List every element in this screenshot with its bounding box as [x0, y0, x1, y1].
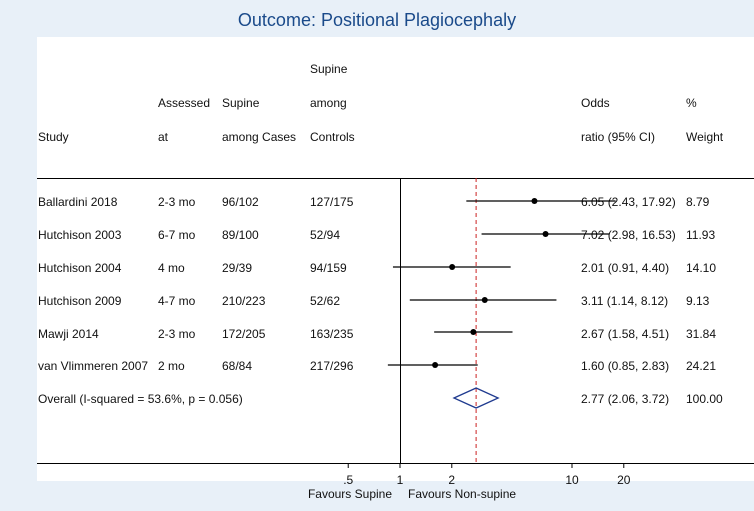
point-estimate-marker [432, 362, 439, 368]
study-name: Ballardini 2018 [38, 195, 118, 209]
chart-title: Outcome: Positional Plagiocephaly [237, 10, 517, 30]
supine-controls: 94/159 [310, 261, 347, 275]
odds-ratio-ci: 2.01 (0.91, 4.40) [581, 261, 670, 275]
header-weight-line2: Weight [686, 130, 724, 144]
odds-ratio-ci: 2.67 (1.58, 4.51) [581, 327, 670, 341]
study-name: van Vlimmeren 2007 [38, 359, 149, 373]
header-cases-line2: among Cases [222, 130, 297, 144]
odds-ratio-ci: 3.11 (1.14, 8.12) [581, 294, 669, 308]
header-or-line1: Odds [581, 96, 610, 110]
header-weight-line1: % [686, 96, 697, 110]
study-name: Mawji 2014 [38, 327, 99, 341]
study-name: Hutchison 2009 [38, 294, 122, 308]
x-tick-label: 20 [617, 473, 631, 487]
plot-panel [37, 37, 754, 481]
weight-value: 9.13 [686, 294, 710, 308]
weight-value: 31.84 [686, 327, 717, 341]
overall-label: Overall (I-squared = 53.6%, p = 0.056) [38, 392, 243, 406]
assessed-at: 2 mo [158, 359, 185, 373]
study-name: Hutchison 2004 [38, 261, 122, 275]
supine-controls: 127/175 [310, 195, 354, 209]
assessed-at: 6-7 mo [158, 228, 196, 242]
x-label-favours-supine: Favours Supine [308, 487, 392, 501]
point-estimate-marker [470, 329, 477, 335]
supine-cases: 89/100 [222, 228, 259, 242]
header-or-line2: ratio (95% CI) [581, 130, 656, 144]
assessed-at: 4-7 mo [158, 294, 196, 308]
x-tick-label: 1 [397, 473, 404, 487]
header-controls-line3: Controls [310, 130, 355, 144]
supine-controls: 217/296 [310, 359, 354, 373]
point-estimate-marker [481, 297, 488, 303]
weight-value: 8.79 [686, 195, 710, 209]
weight-value: 24.21 [686, 359, 717, 373]
supine-cases: 210/223 [222, 294, 266, 308]
point-estimate-marker [531, 198, 538, 204]
weight-value: 14.10 [686, 261, 717, 275]
supine-cases: 29/39 [222, 261, 253, 275]
header-assessed-line2: at [158, 130, 169, 144]
header-controls-line2: among [310, 96, 347, 110]
study-name: Hutchison 2003 [38, 228, 122, 242]
odds-ratio-ci: 1.60 (0.85, 2.83) [581, 359, 670, 373]
assessed-at: 2-3 mo [158, 327, 196, 341]
point-estimate-marker [542, 231, 549, 237]
x-tick-label: .5 [343, 473, 353, 487]
point-estimate-marker [449, 264, 456, 270]
odds-ratio-ci: 6.05 (2.43, 17.92) [581, 195, 676, 209]
overall-odds-ratio-ci: 2.77 (2.06, 3.72) [581, 392, 670, 406]
supine-cases: 96/102 [222, 195, 259, 209]
supine-controls: 52/62 [310, 294, 341, 308]
x-label-favours-non-supine: Favours Non-supine [408, 487, 516, 501]
supine-cases: 68/84 [222, 359, 253, 373]
assessed-at: 2-3 mo [158, 195, 196, 209]
overall-weight: 100.00 [686, 392, 723, 406]
header-cases-line1: Supine [222, 96, 260, 110]
header-assessed-line1: Assessed [158, 96, 211, 110]
overall-diamond [452, 387, 500, 409]
supine-controls: 163/235 [310, 327, 354, 341]
odds-ratio-ci: 7.02 (2.98, 16.53) [581, 228, 676, 242]
weight-value: 11.93 [686, 228, 716, 242]
header-controls-line1: Supine [310, 62, 348, 76]
assessed-at: 4 mo [158, 261, 185, 275]
x-tick-label: 2 [448, 473, 455, 487]
header-study: Study [38, 130, 69, 144]
supine-cases: 172/205 [222, 327, 266, 341]
x-tick-label: 10 [565, 473, 579, 487]
supine-controls: 52/94 [310, 228, 341, 242]
